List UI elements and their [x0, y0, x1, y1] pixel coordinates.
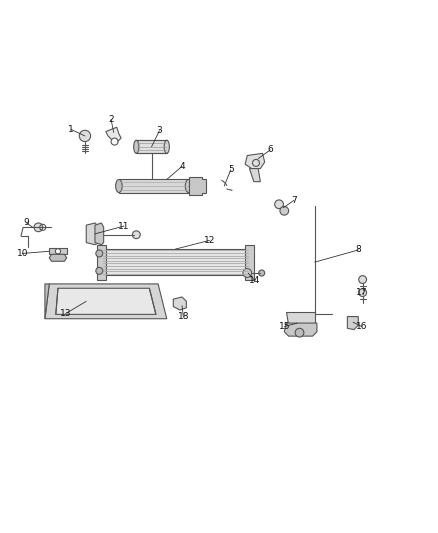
Polygon shape — [284, 323, 317, 336]
Text: 16: 16 — [356, 322, 367, 331]
Circle shape — [34, 223, 43, 232]
Polygon shape — [86, 223, 99, 245]
Text: 11: 11 — [118, 222, 130, 231]
Text: 3: 3 — [156, 126, 162, 135]
Text: 5: 5 — [228, 165, 233, 174]
Polygon shape — [136, 140, 167, 154]
Text: 4: 4 — [179, 162, 185, 171]
Polygon shape — [102, 249, 250, 275]
Circle shape — [55, 249, 60, 254]
Circle shape — [295, 328, 304, 337]
Circle shape — [280, 206, 289, 215]
Ellipse shape — [185, 180, 192, 192]
Circle shape — [79, 130, 91, 142]
Polygon shape — [347, 317, 358, 329]
Circle shape — [359, 276, 367, 284]
Polygon shape — [106, 127, 121, 142]
Circle shape — [258, 270, 265, 276]
Circle shape — [96, 250, 103, 257]
Polygon shape — [250, 168, 260, 182]
Text: 13: 13 — [60, 309, 71, 318]
Circle shape — [359, 289, 367, 296]
Polygon shape — [173, 297, 186, 310]
Polygon shape — [286, 312, 315, 329]
Circle shape — [275, 200, 283, 208]
Circle shape — [111, 138, 118, 145]
Text: 2: 2 — [108, 115, 114, 124]
Polygon shape — [95, 223, 104, 245]
Text: 14: 14 — [249, 276, 260, 285]
Ellipse shape — [164, 140, 170, 154]
Polygon shape — [49, 248, 67, 254]
Circle shape — [132, 231, 140, 239]
Ellipse shape — [116, 180, 122, 192]
Text: 9: 9 — [24, 219, 29, 228]
Polygon shape — [119, 180, 188, 192]
Polygon shape — [188, 177, 206, 195]
Polygon shape — [49, 254, 67, 261]
Text: 8: 8 — [355, 246, 361, 254]
Text: 6: 6 — [268, 146, 273, 155]
Polygon shape — [45, 284, 49, 319]
Polygon shape — [56, 288, 156, 314]
Polygon shape — [245, 245, 254, 279]
Polygon shape — [97, 245, 106, 279]
Text: 7: 7 — [291, 196, 297, 205]
Ellipse shape — [134, 140, 139, 154]
Text: 1: 1 — [68, 125, 74, 134]
Text: 18: 18 — [177, 312, 189, 321]
Text: 12: 12 — [204, 236, 215, 245]
Polygon shape — [245, 154, 265, 168]
Text: 10: 10 — [17, 249, 28, 258]
Text: 17: 17 — [356, 288, 367, 297]
Polygon shape — [45, 284, 167, 319]
Circle shape — [96, 268, 103, 274]
Text: 15: 15 — [279, 322, 290, 331]
Circle shape — [243, 269, 252, 277]
